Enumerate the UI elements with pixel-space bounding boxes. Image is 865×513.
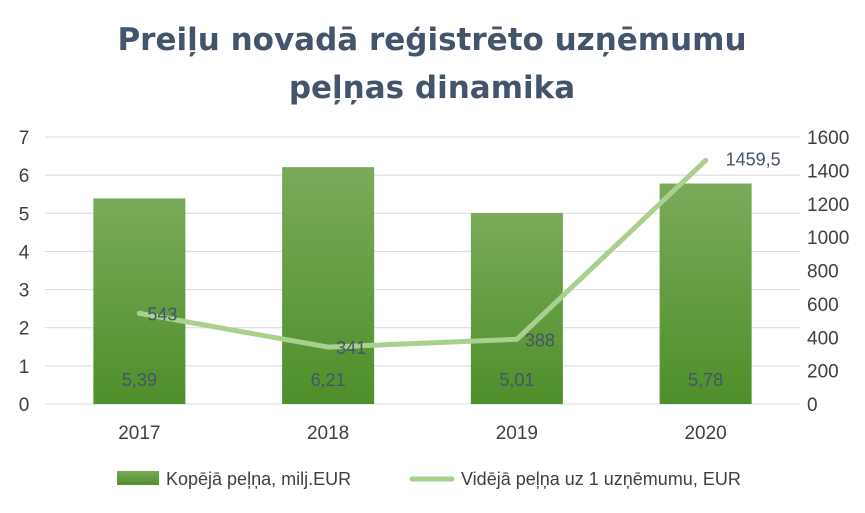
line-value-label: 1459,5 [726,149,781,169]
right-tick-label: 1600 [807,128,849,149]
line-series [136,157,709,350]
x-axis-ticks: 2017 2018 2019 2020 [118,423,727,444]
line-point [136,310,142,316]
x-tick-label: 2020 [684,423,726,444]
line-value-label: 341 [336,338,366,358]
legend: Kopējā peļņa, milj.EUR Vidējā peļņa uz 1… [117,469,741,489]
line-data-labels: 543 341 388 1459,5 [147,149,780,358]
bar [659,183,752,404]
right-tick-label: 1200 [807,195,849,216]
line-point [514,336,520,342]
right-tick-label: 1000 [807,228,849,249]
bar-series [93,167,752,404]
x-tick-label: 2019 [496,423,538,444]
legend-bar-swatch [117,471,159,485]
legend-label-bar: Kopējā peļņa, milj.EUR [166,469,351,489]
line-value-label: 543 [147,304,177,324]
bar-data-labels: 5,39 6,21 5,01 5,78 [122,370,723,390]
line-point [325,344,331,350]
x-tick-label: 2017 [118,423,160,444]
line-value-label: 388 [525,330,555,350]
line-point [703,157,709,163]
left-tick-label: 2 [19,319,30,340]
left-tick-label: 5 [19,204,30,225]
right-tick-label: 0 [807,395,818,416]
right-tick-label: 800 [807,262,839,283]
line-path [136,157,709,350]
right-tick-label: 600 [807,295,839,316]
left-tick-label: 6 [19,166,30,187]
right-axis-ticks: 0 200 400 600 800 1000 1200 1400 1600 [807,128,849,416]
right-tick-label: 1400 [807,161,849,182]
x-tick-label: 2018 [307,423,349,444]
bar-value-label: 5,78 [688,370,723,390]
left-tick-label: 7 [19,128,30,149]
bar-value-label: 5,01 [499,370,534,390]
left-tick-label: 1 [19,357,30,378]
legend-label-line: Vidējā peļņa uz 1 uzņēmumu, EUR [461,469,741,489]
bar [282,167,375,404]
bar-value-label: 5,39 [122,370,157,390]
chart-title-line-2: peļņas dinamika [289,70,575,106]
bar-value-label: 6,21 [311,370,346,390]
right-tick-label: 200 [807,362,839,383]
chart-title-line-1: Preiļu novadā reģistrēto uzņēmumu [117,22,746,58]
left-tick-label: 3 [19,281,30,302]
left-axis-ticks: 0 1 2 3 4 5 6 7 [19,128,30,416]
bar [93,198,186,404]
right-tick-label: 400 [807,328,839,349]
left-tick-label: 4 [19,242,30,263]
left-tick-label: 0 [19,395,30,416]
